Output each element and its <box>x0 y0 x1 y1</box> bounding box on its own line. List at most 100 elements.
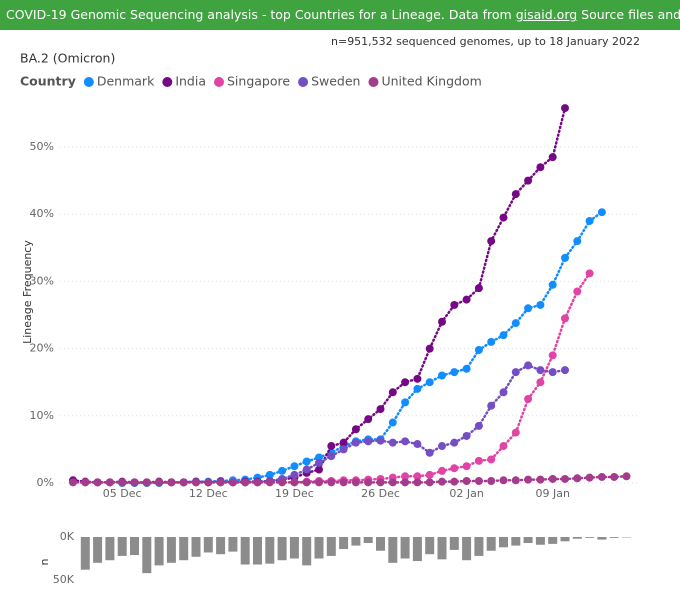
point <box>327 452 336 461</box>
y-tick-label: 0K <box>60 530 75 543</box>
point <box>290 470 299 479</box>
point <box>524 361 533 370</box>
point <box>536 366 545 375</box>
point <box>474 284 483 293</box>
bar <box>486 537 496 551</box>
bar <box>462 537 472 561</box>
point <box>487 237 496 246</box>
series-line <box>71 106 567 484</box>
link[interactable]: gisaid.org <box>515 7 578 22</box>
point <box>511 319 520 328</box>
bar <box>363 537 373 544</box>
point <box>450 464 459 473</box>
bar <box>265 537 275 564</box>
point <box>302 457 311 466</box>
bar <box>511 537 521 546</box>
point <box>327 478 336 487</box>
point <box>315 458 323 467</box>
point <box>216 478 225 487</box>
legend-marker <box>298 77 309 87</box>
point <box>536 378 545 387</box>
point <box>511 190 520 199</box>
legend-label: Denmark <box>97 74 155 89</box>
point <box>548 280 557 289</box>
point <box>548 474 557 483</box>
bar <box>142 537 152 574</box>
bar <box>277 537 287 561</box>
point <box>401 437 410 446</box>
chart-title: BA.2 (Omicron) <box>20 51 115 66</box>
point <box>376 478 385 487</box>
bar <box>548 537 558 544</box>
point <box>511 476 520 485</box>
bar <box>560 537 570 542</box>
point <box>413 472 422 481</box>
header-text: COVID-19 Genomic Sequencing analysis - t… <box>6 7 516 22</box>
point <box>499 331 508 340</box>
bar <box>314 537 324 559</box>
point <box>462 476 471 485</box>
point <box>524 475 533 484</box>
bar <box>228 537 238 552</box>
point <box>192 478 200 487</box>
bar <box>154 537 164 566</box>
point <box>413 384 422 393</box>
point <box>142 478 151 487</box>
point <box>425 470 434 479</box>
point <box>487 337 496 346</box>
bar <box>203 537 213 553</box>
legend-marker <box>368 77 379 87</box>
point <box>450 300 459 309</box>
point <box>561 366 569 375</box>
point <box>438 442 446 451</box>
point <box>413 440 422 449</box>
bar <box>166 537 176 563</box>
header-text: Source files and more info on <box>581 7 680 22</box>
point <box>425 478 434 487</box>
point <box>499 213 508 222</box>
point <box>253 478 262 487</box>
legend-label: Singapore <box>227 74 290 89</box>
point <box>339 478 348 487</box>
legend-label: Sweden <box>311 74 360 89</box>
point <box>130 478 139 487</box>
point <box>315 478 323 487</box>
point <box>462 462 471 471</box>
point <box>118 478 127 487</box>
point <box>388 418 397 427</box>
point <box>450 368 459 377</box>
y-axis-label: n <box>38 558 51 565</box>
point <box>265 478 274 487</box>
point <box>474 345 483 354</box>
y-axis-label: Lineage Frequency <box>21 240 34 344</box>
point <box>438 317 446 326</box>
point <box>401 472 410 481</box>
x-tick-label: 02 Jan <box>449 487 483 500</box>
point <box>339 445 348 454</box>
point <box>462 364 471 373</box>
bar <box>449 537 459 550</box>
x-tick-label: 05 Dec <box>103 487 142 500</box>
header: COVID-19 Genomic Sequencing analysis - t… <box>0 0 680 30</box>
point <box>474 456 483 465</box>
point <box>561 474 569 483</box>
point <box>524 304 533 313</box>
point <box>167 478 176 487</box>
point <box>585 269 594 278</box>
point <box>573 237 582 246</box>
bar <box>425 537 435 555</box>
point <box>388 388 397 397</box>
point <box>462 295 471 304</box>
point <box>438 466 446 475</box>
point <box>548 368 557 377</box>
point <box>499 388 508 397</box>
legend-marker <box>214 77 224 87</box>
point <box>364 478 373 487</box>
legend-marker <box>162 77 173 87</box>
bar <box>609 537 619 538</box>
point <box>302 465 311 474</box>
point <box>462 431 471 440</box>
point <box>573 287 582 296</box>
point <box>610 472 619 481</box>
